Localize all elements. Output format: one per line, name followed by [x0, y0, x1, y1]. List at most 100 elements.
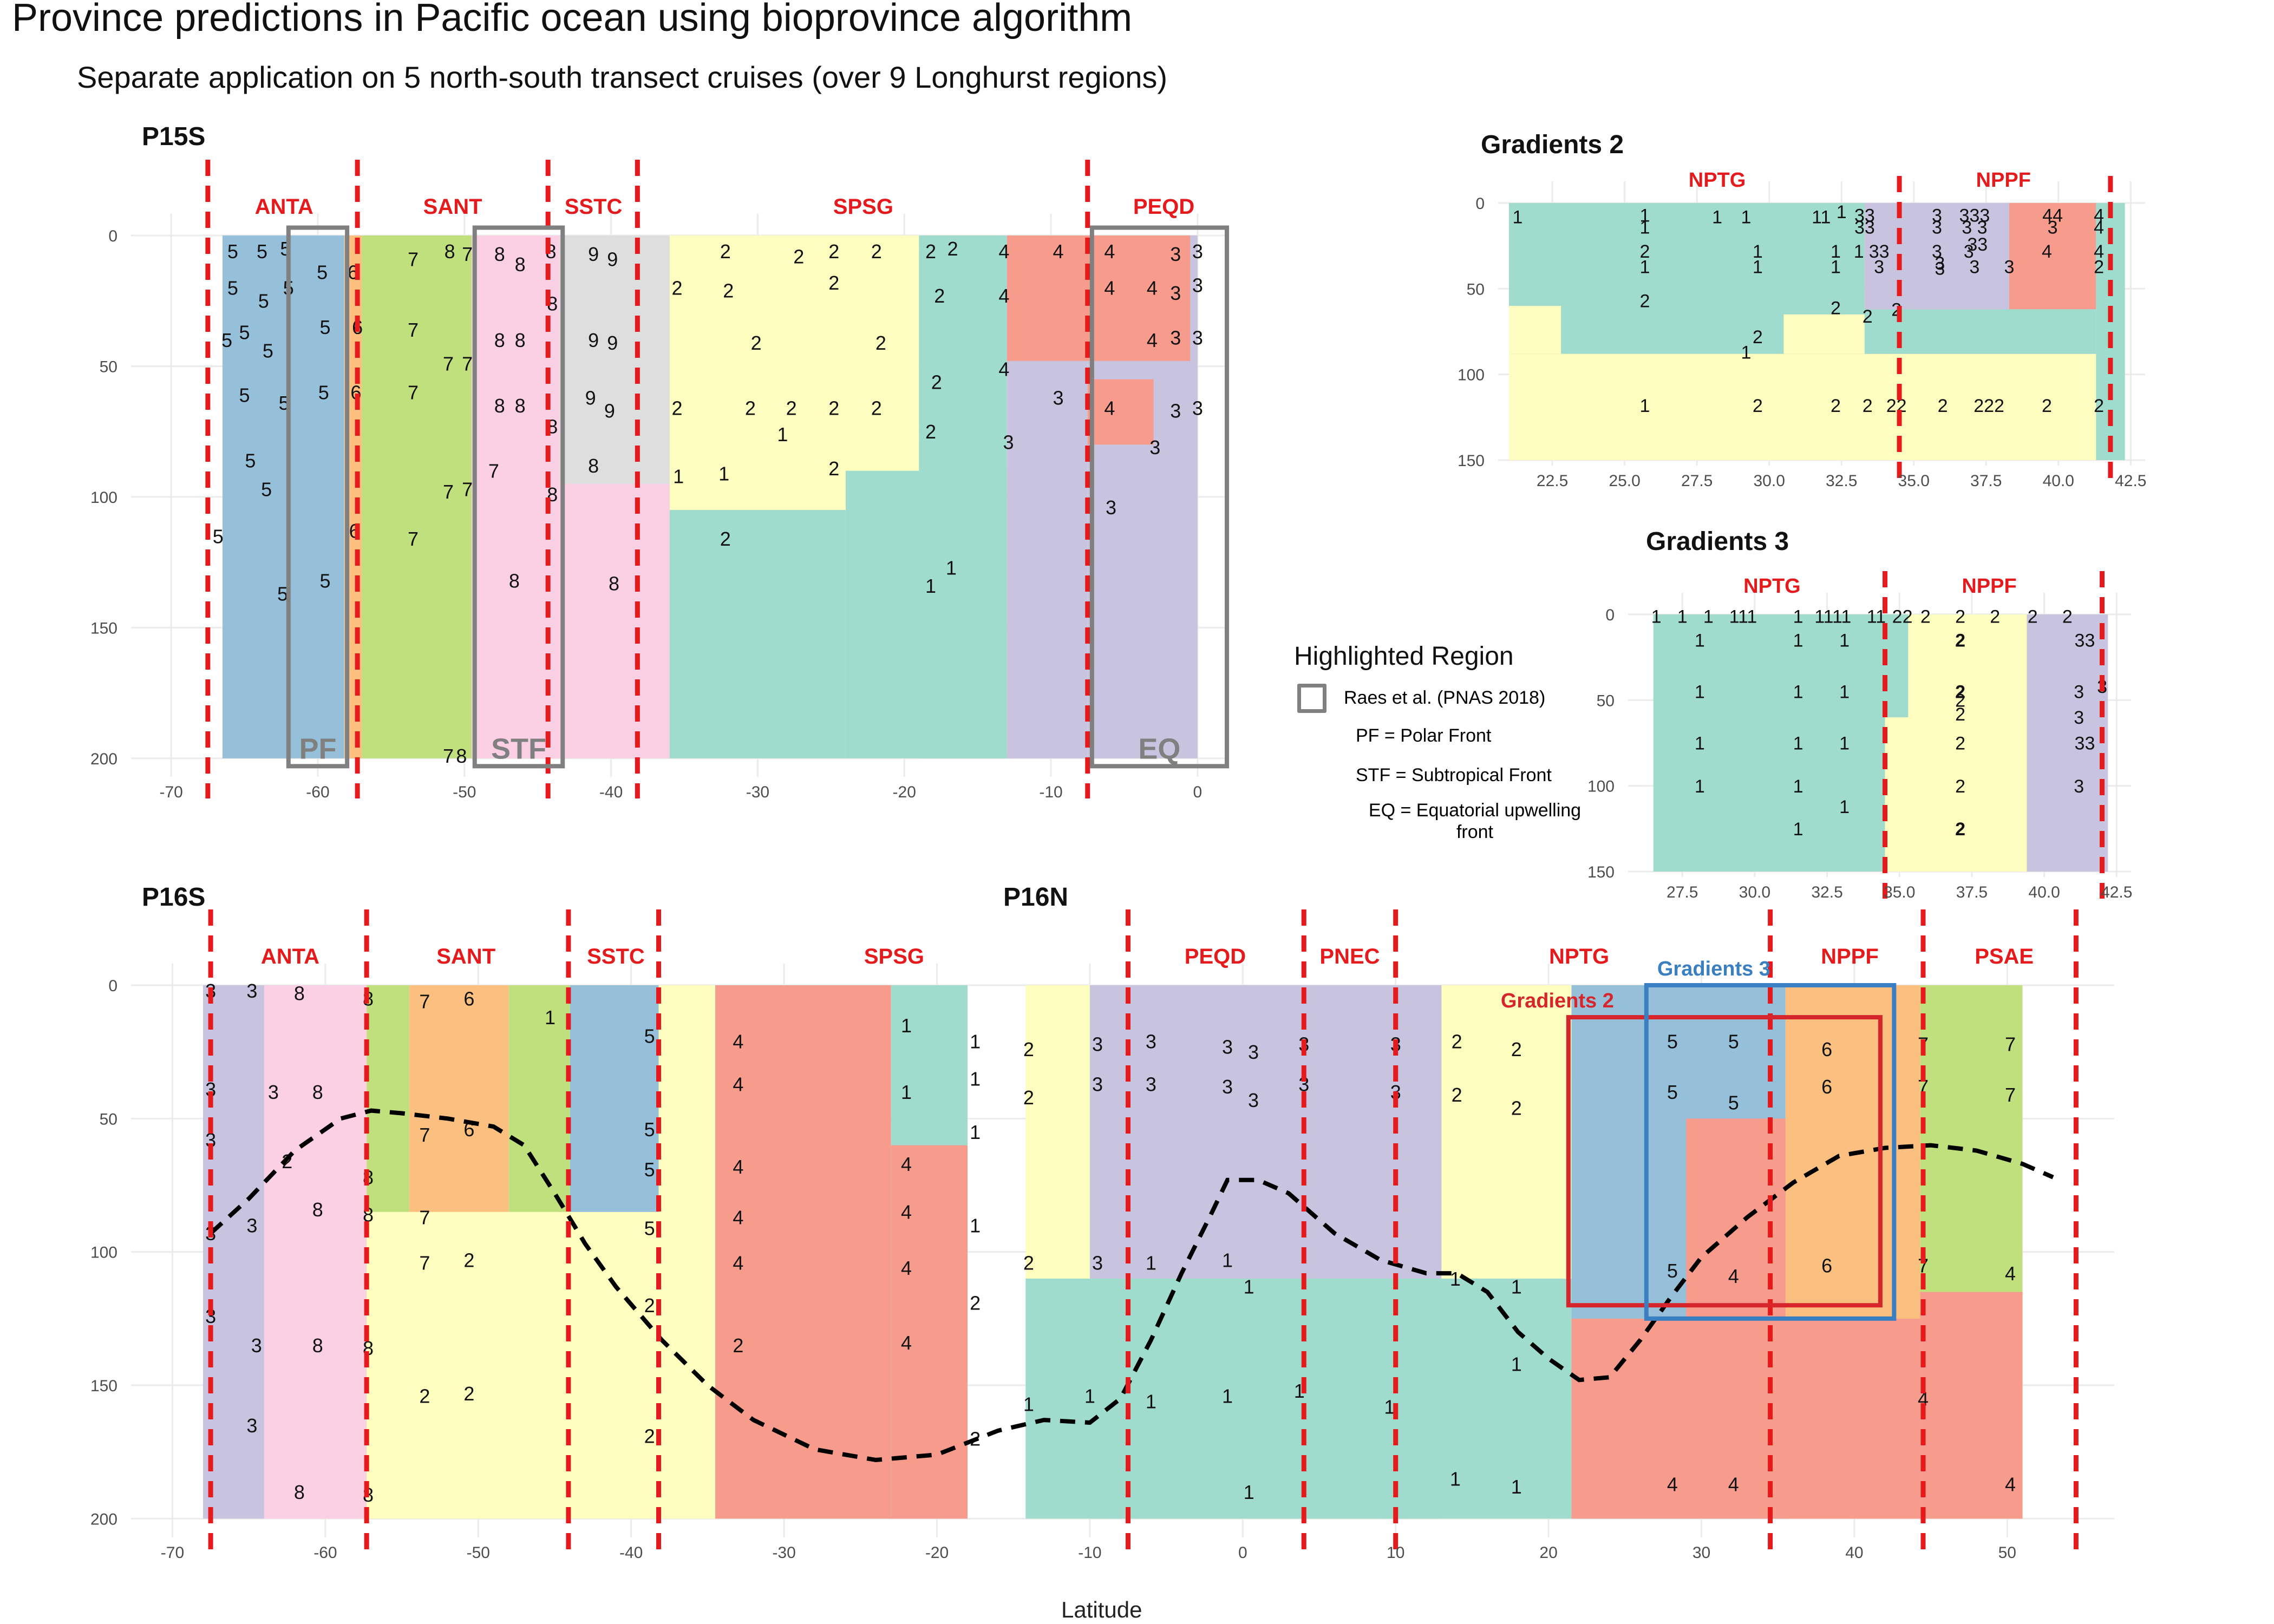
province-label: 2	[828, 272, 839, 294]
province-label: 1	[1513, 207, 1523, 228]
province-label: 1	[1084, 1385, 1095, 1407]
province-label: 3	[1106, 496, 1116, 519]
province-label: 7	[443, 353, 454, 375]
province-label: 5	[245, 449, 256, 472]
highlight-box	[1566, 1015, 1883, 1308]
province-label: 2	[733, 1334, 743, 1357]
panel-title-gradients-3: Gradients 3	[1646, 527, 1789, 556]
x-tick-label: -30	[746, 783, 769, 801]
province-label: 2	[1640, 291, 1650, 312]
region-label: SSTC	[587, 945, 645, 968]
province-label: 2	[1511, 1038, 1522, 1060]
province-label: 11	[1812, 207, 1831, 228]
province-label: 5	[644, 1118, 655, 1141]
province-label: 2	[723, 279, 734, 302]
province-label: 1	[1712, 207, 1722, 228]
province-patch	[559, 483, 670, 758]
x-tick-label: 50	[1998, 1544, 2016, 1562]
region-label: SANT	[436, 945, 495, 968]
province-label: 2	[793, 246, 804, 268]
province-label: 2	[1955, 734, 1965, 754]
region-label: ANTA	[261, 945, 319, 968]
province-label: 2	[1831, 396, 1841, 416]
province-label: 5	[213, 525, 224, 547]
x-tick-label: -50	[467, 1544, 490, 1562]
province-label: 3	[246, 1214, 257, 1236]
province-label: 2	[1920, 606, 1931, 627]
highlight-label: Gradients 3	[1657, 958, 1770, 980]
province-patch	[1007, 235, 1191, 361]
province-label: 3	[1003, 431, 1014, 453]
highlight-box	[472, 225, 565, 769]
highlight-box	[286, 225, 350, 769]
legend-item-pf: PF = Polar Front	[1356, 725, 1492, 746]
province-label: 7	[462, 353, 473, 375]
province-label: 2	[828, 397, 839, 420]
mixed-layer-curve	[209, 1108, 2054, 1463]
province-label: 2	[828, 240, 839, 263]
province-label: 2	[1955, 776, 1965, 797]
region-label: SANT	[423, 195, 482, 219]
x-tick-label: 30.0	[1739, 883, 1770, 901]
province-label: 5	[277, 583, 288, 605]
province-label: 5	[1728, 1030, 1739, 1052]
province-label: 3	[1149, 436, 1160, 459]
province-label: 333	[1959, 205, 1990, 226]
province-label: 2	[1511, 1097, 1522, 1119]
province-label: 1	[1839, 631, 1850, 651]
province-label: 2	[1831, 298, 1841, 318]
province-label: 2	[2094, 396, 2104, 416]
legend-title: Highlighted Region	[1294, 642, 1514, 671]
province-label: 2	[1023, 1038, 1034, 1060]
province-band	[202, 985, 264, 1519]
province-label: 3	[1192, 397, 1203, 420]
x-tick-label: 42.5	[2101, 883, 2132, 901]
province-patch	[1087, 379, 1154, 445]
province-label: 8	[515, 253, 526, 276]
province-label: 2	[1955, 819, 1965, 840]
province-label: 4	[998, 358, 1009, 380]
x-axis-label: Latitude	[1061, 1597, 1142, 1622]
province-label: 7	[419, 1207, 430, 1229]
highlight-box	[1644, 983, 1897, 1321]
province-label: 33	[1854, 218, 1875, 238]
province-label: 8	[494, 243, 505, 265]
y-tick-label: 150	[90, 619, 117, 637]
province-label: 3 3	[1962, 218, 1987, 238]
province-label: 5	[258, 290, 269, 312]
province-label: 5	[317, 261, 328, 284]
region-label: NPPF	[1976, 169, 2031, 192]
province-label: 5	[239, 384, 250, 407]
region-label: PEQD	[1185, 945, 1246, 968]
chart-gradients-3: 1111111111111222222211123311122233311123…	[1587, 571, 2132, 901]
province-label: 3	[1298, 1073, 1309, 1095]
province-label: 4	[1053, 240, 1064, 263]
province-label: 3	[1170, 282, 1181, 304]
province-label: 7	[419, 1124, 430, 1146]
province-label: 7	[488, 460, 499, 482]
province-label: 1	[545, 1006, 556, 1029]
province-label: 7	[1918, 1254, 1929, 1276]
province-label: 9	[604, 400, 615, 422]
province-label: 9	[607, 332, 618, 354]
province-patch	[1785, 1318, 1920, 1519]
province-label: 1	[1837, 202, 1847, 222]
province-label: 6	[463, 988, 474, 1010]
x-tick-label: 32.5	[1811, 883, 1842, 901]
province-label: 4	[1104, 240, 1115, 263]
province-label: 2	[948, 238, 958, 260]
province-label: 1	[1244, 1276, 1254, 1298]
province-label: 2	[1955, 704, 1965, 725]
x-tick-label: -10	[1078, 1544, 1101, 1562]
province-label: 5	[644, 1217, 655, 1239]
x-tick-label: 27.5	[1681, 472, 1713, 490]
province-label: 1	[1450, 1468, 1461, 1490]
province-label: 2	[1955, 682, 1965, 703]
province-label: 2	[828, 457, 839, 480]
province-label: 6	[1821, 1038, 1832, 1060]
province-label: 1	[1793, 776, 1803, 797]
province-label: 3	[1969, 257, 1979, 277]
y-tick-label: 200	[90, 750, 117, 768]
province-label: 7	[419, 991, 430, 1013]
